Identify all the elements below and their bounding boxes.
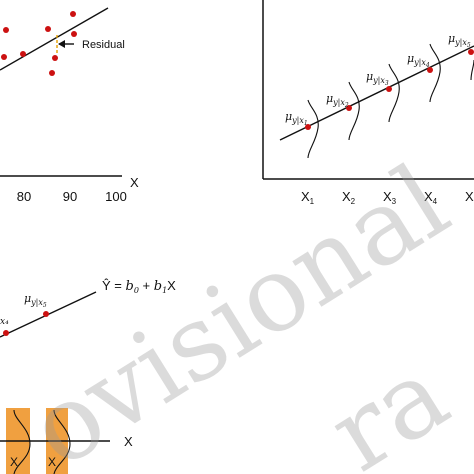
normal-curve [13, 409, 31, 474]
normal-curve [53, 409, 71, 474]
mu-label: μy|x5 [24, 292, 47, 309]
x-tick-label: X5 [465, 189, 474, 206]
data-point [52, 55, 58, 61]
data-point [20, 51, 26, 57]
x-tick-label: X3 [383, 189, 397, 206]
panel-top-right: μy|x1 μy|x2 μy|x3 μy|x4 μy|x5 X1 X2 X3 X… [262, 0, 474, 206]
regression-line [279, 45, 474, 141]
mu-label: μy|x3 [366, 70, 389, 87]
data-point [71, 31, 77, 37]
conditional-mean-point [346, 105, 352, 111]
x-tick-label: X1 [301, 189, 315, 206]
regression-line [0, 7, 109, 71]
conditional-mean-point [386, 86, 392, 92]
panel-top-left: Residual 80 90 100 X [0, 7, 139, 204]
x-tick-label: X [10, 455, 18, 469]
data-point [3, 27, 9, 33]
mu-label: μy|x1 [285, 110, 308, 127]
data-point [1, 54, 7, 60]
x-axis-label: X [124, 434, 133, 449]
normal-curve [348, 81, 360, 141]
normal-curve [429, 43, 441, 103]
mu-label: μy|x4 [407, 52, 430, 69]
x-tick-label: X4 [424, 189, 438, 206]
normal-curve [388, 63, 400, 123]
x-tick-label: 100 [105, 189, 127, 204]
mu-label: μy|x5 [448, 32, 471, 49]
conditional-mean-point [43, 311, 49, 317]
residual-arrowhead [58, 40, 65, 48]
conditional-mean-point [468, 49, 474, 55]
data-point [49, 70, 55, 76]
mu-label: μy|x2 [326, 92, 349, 109]
residual-label: Residual [82, 39, 125, 51]
x-tick-label: 80 [17, 189, 31, 204]
conditional-mean-point [305, 124, 311, 130]
conditional-mean-point [3, 330, 9, 336]
data-point [45, 26, 51, 32]
x-tick-label: X2 [342, 189, 356, 206]
x-tick-label: 90 [63, 189, 77, 204]
conditional-mean-point [427, 67, 433, 73]
watermark-text: ra [309, 333, 468, 474]
panel-bottom: x₄ μy|x5 Ŷ = b0 + b1X X X X [0, 278, 176, 474]
data-point [70, 11, 76, 17]
mu-label-fragment: x₄ [0, 317, 9, 327]
normal-curve [307, 99, 319, 159]
regression-equation: Ŷ = b0 + b1X [102, 278, 176, 295]
x-tick-label: X [48, 455, 56, 469]
x-axis-label: X [130, 175, 139, 190]
